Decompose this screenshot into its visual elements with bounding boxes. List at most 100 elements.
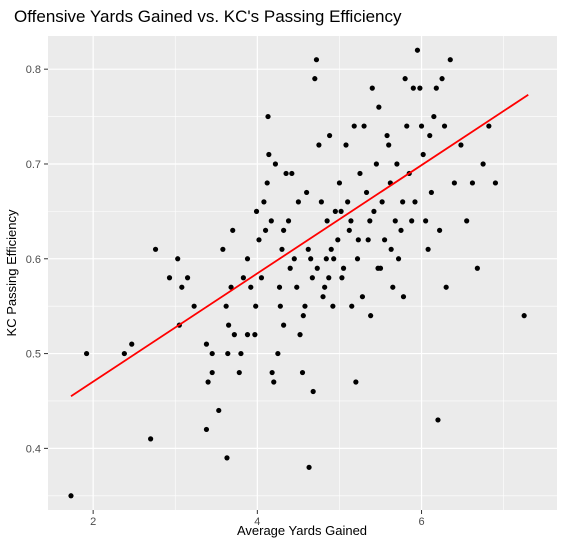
data-point — [420, 151, 426, 158]
data-point — [326, 275, 332, 281]
data-point — [331, 256, 337, 262]
data-point — [297, 332, 303, 338]
data-point — [458, 142, 464, 148]
data-point — [244, 332, 251, 338]
data-point — [363, 189, 370, 196]
data-point — [216, 407, 222, 414]
data-point — [395, 256, 402, 262]
data-point — [433, 85, 439, 91]
data-point — [404, 123, 410, 129]
y-tick-label: 0.4 — [26, 443, 41, 455]
data-point — [269, 369, 275, 376]
data-point — [309, 275, 315, 281]
data-point — [209, 350, 215, 357]
x-axis-title: Average Yards Gained — [237, 523, 367, 538]
data-point — [439, 76, 445, 82]
data-point — [281, 227, 287, 233]
data-point — [330, 303, 336, 309]
data-point — [121, 350, 127, 357]
data-point — [326, 132, 333, 139]
data-point — [521, 313, 527, 319]
data-point — [428, 189, 434, 196]
y-tick-label: 0.5 — [26, 349, 41, 361]
y-tick-label: 0.8 — [26, 64, 41, 76]
data-point — [166, 275, 173, 281]
data-point — [343, 142, 349, 148]
data-point — [275, 350, 281, 357]
data-point — [238, 350, 244, 357]
data-point — [392, 218, 398, 224]
y-tick-label: 0.6 — [26, 254, 41, 266]
data-point — [386, 142, 392, 148]
data-point — [277, 303, 283, 309]
data-point — [285, 218, 292, 224]
plot-panel — [48, 36, 557, 510]
data-point — [83, 350, 90, 357]
data-point — [304, 189, 310, 196]
data-point — [148, 436, 154, 442]
data-point — [379, 199, 385, 205]
x-tick-label: 6 — [418, 516, 424, 528]
data-point — [299, 369, 306, 376]
data-point — [388, 246, 394, 252]
data-point — [369, 85, 375, 91]
data-point — [435, 417, 441, 423]
data-point — [324, 218, 330, 224]
data-point — [294, 284, 300, 290]
data-point — [357, 170, 363, 177]
data-point — [310, 388, 316, 395]
y-tick-label: 0.7 — [26, 159, 41, 171]
data-point — [381, 237, 388, 243]
data-point — [425, 246, 431, 252]
data-point — [314, 265, 320, 271]
data-point — [300, 313, 306, 319]
data-point — [240, 275, 246, 281]
data-point — [354, 256, 361, 262]
data-point — [318, 199, 324, 205]
data-point — [295, 199, 301, 205]
data-point — [412, 199, 418, 205]
x-tick-label: 4 — [254, 516, 260, 528]
major-gridlines — [48, 36, 557, 510]
data-point — [279, 246, 285, 252]
data-point — [253, 303, 259, 309]
data-point — [271, 379, 277, 385]
data-point — [316, 142, 322, 148]
data-point — [332, 208, 338, 214]
data-point — [427, 132, 433, 139]
data-point — [253, 208, 260, 214]
data-point — [447, 57, 453, 63]
data-point — [244, 256, 251, 262]
data-point — [390, 284, 396, 290]
data-point — [320, 294, 326, 300]
data-point — [283, 170, 289, 177]
data-point — [464, 218, 470, 224]
data-point — [451, 180, 457, 186]
data-point — [256, 237, 262, 243]
data-point — [191, 303, 197, 309]
data-point — [281, 322, 287, 328]
data-point — [402, 76, 408, 82]
data-point — [68, 493, 74, 499]
trend-line — [70, 94, 529, 397]
data-point — [335, 237, 341, 243]
data-point — [345, 199, 351, 205]
data-point — [262, 227, 269, 233]
data-point — [226, 322, 232, 328]
data-point — [339, 275, 345, 281]
data-point — [205, 379, 211, 385]
data-point — [384, 132, 390, 139]
data-point — [231, 332, 237, 338]
data-point — [287, 265, 293, 271]
data-point — [351, 123, 357, 129]
data-point — [261, 199, 267, 205]
data-point — [368, 313, 374, 319]
data-point — [175, 256, 181, 262]
data-point — [410, 85, 416, 91]
data-point — [367, 218, 373, 224]
data-point — [443, 284, 449, 290]
data-point — [361, 123, 367, 129]
data-point — [375, 265, 381, 271]
data-point — [306, 464, 312, 470]
